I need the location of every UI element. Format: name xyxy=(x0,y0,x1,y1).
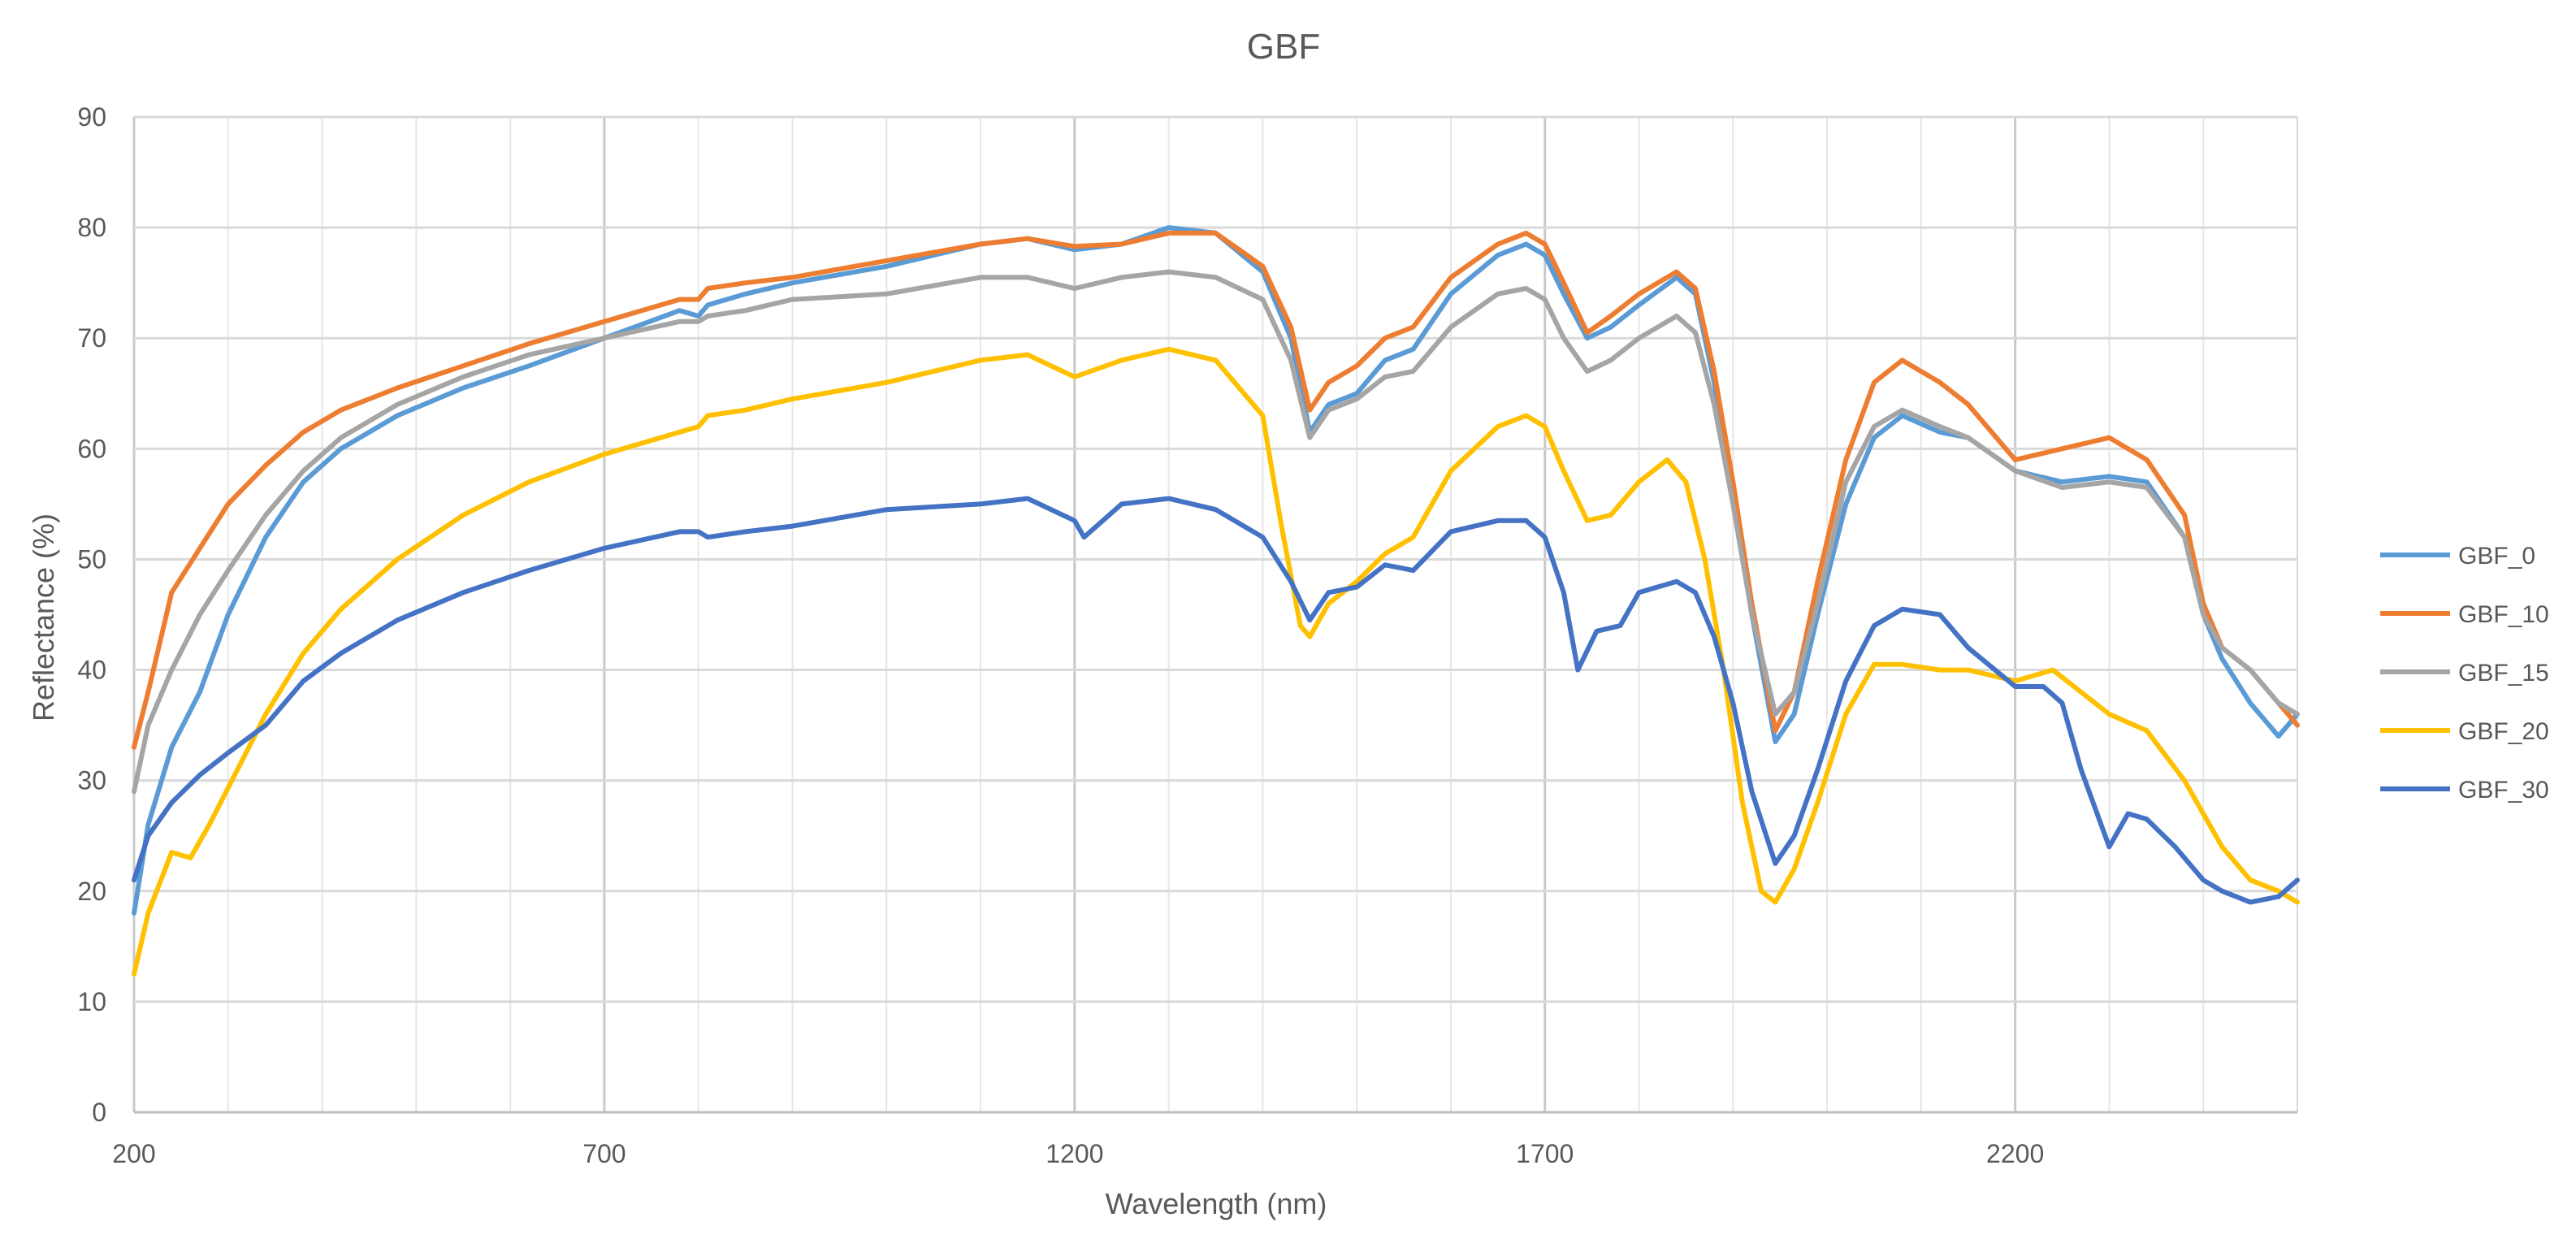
x-tick-label: 2200 xyxy=(1986,1139,2044,1168)
legend-label: GBF_30 xyxy=(2458,777,2549,804)
y-tick-label: 90 xyxy=(77,102,106,132)
legend: GBF_0 GBF_10 GBF_15 GBF_20 GBF_30 xyxy=(2380,543,2549,804)
x-axis-title: Wavelength (nm) xyxy=(1106,1187,1327,1220)
series-line-gbf-20 xyxy=(132,346,2300,977)
x-tick-label: 1700 xyxy=(1516,1139,1574,1168)
x-tick-label: 700 xyxy=(582,1139,626,1168)
grid xyxy=(132,115,2298,1114)
y-tick-label: 20 xyxy=(77,877,106,906)
y-tick-label: 30 xyxy=(77,766,106,795)
y-tick-label: 70 xyxy=(77,323,106,353)
legend-label: GBF_10 xyxy=(2458,601,2549,628)
x-tick-label: 200 xyxy=(112,1139,155,1168)
x-tick-label: 1200 xyxy=(1046,1139,1103,1168)
tick-labels: 200 700 1200 1700 2200 0 10 20 30 40 50 60 70 80 90 xyxy=(77,102,2044,1168)
series-line-gbf-30 xyxy=(132,496,2300,905)
y-tick-label: 0 xyxy=(92,1098,106,1127)
y-tick-label: 60 xyxy=(77,434,106,463)
y-tick-label: 10 xyxy=(77,987,106,1016)
series-lines xyxy=(132,225,2300,977)
y-tick-label: 40 xyxy=(77,656,106,685)
series-line-gbf-15 xyxy=(132,269,2300,795)
legend-label: GBF_20 xyxy=(2458,718,2549,745)
y-tick-label: 50 xyxy=(77,544,106,574)
series-line-gbf-10 xyxy=(132,230,2300,750)
series-line-gbf-0 xyxy=(132,225,2300,916)
y-tick-label: 80 xyxy=(77,213,106,242)
legend-label: GBF_0 xyxy=(2458,543,2535,570)
legend-label: GBF_15 xyxy=(2458,660,2549,687)
chart-title: GBF xyxy=(1247,27,1320,67)
y-axis-title: Reflectance (%) xyxy=(27,513,60,721)
